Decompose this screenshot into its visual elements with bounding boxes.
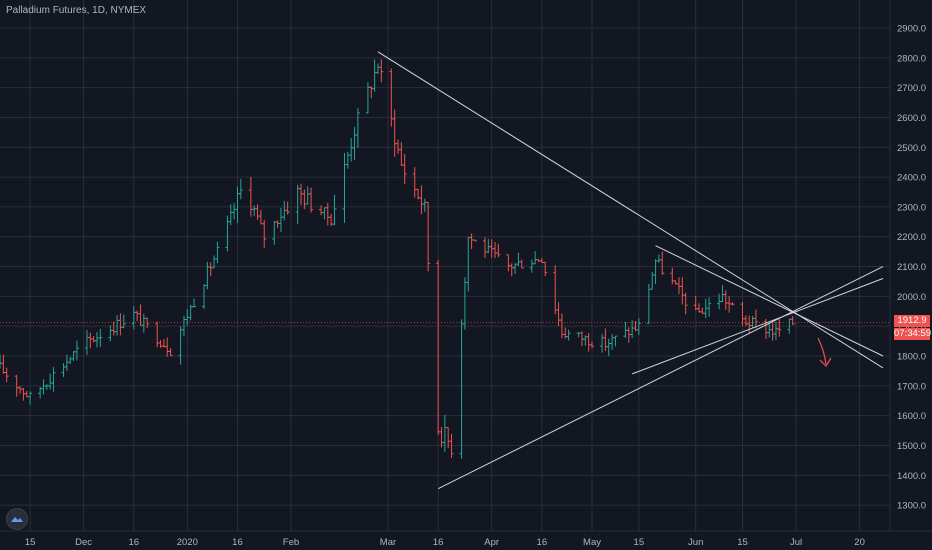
down-arrow-annotation [817, 337, 832, 367]
ohlc-bar [121, 314, 126, 329]
time-tick-label: Dec [75, 537, 92, 548]
ohlc-bar [590, 341, 595, 349]
logo-mountain-icon [11, 517, 23, 522]
price-tick-label: 1700.0 [897, 381, 926, 392]
time-tick-label: 16 [128, 537, 139, 548]
ohlc-bar [285, 201, 290, 215]
price-tick-label: 2500.0 [897, 143, 926, 154]
ohlc-bar [683, 292, 688, 315]
last-price-badge: 1912.9 [894, 315, 930, 327]
time-tick-label: 20 [854, 537, 865, 548]
time-tick-label: Jul [790, 537, 802, 548]
price-tick-label: 1500.0 [897, 441, 926, 452]
chart-title: Palladium Futures, 1D, NYMEX [6, 5, 147, 16]
price-tick-label: 1600.0 [897, 411, 926, 422]
arrow-head [819, 357, 832, 367]
ohlc-bar [238, 178, 243, 200]
time-tick-label: May [583, 537, 601, 548]
ohlc-bar [191, 298, 196, 308]
ohlc-bar [168, 348, 173, 357]
ohlc-bar [4, 367, 9, 383]
ohlc-bar [543, 261, 548, 277]
ohlc-bar [379, 59, 384, 83]
price-tick-label: 2700.0 [897, 83, 926, 94]
ohlc-bar [262, 219, 267, 248]
price-axis[interactable]: 1300.0 1400.0 1500.0 1600.0 1700.0 1800.0 1900… [897, 24, 926, 512]
price-tick-label: 1800.0 [897, 352, 926, 363]
time-tick-label: 16 [537, 537, 548, 548]
price-tick-label: 2600.0 [897, 113, 926, 124]
ohlc-bar [51, 367, 56, 392]
price-tick-label: 2100.0 [897, 262, 926, 273]
price-tick-label: 2300.0 [897, 202, 926, 213]
trendline [631, 278, 884, 375]
ohlc-bar [449, 433, 454, 458]
ohlc-bar [777, 319, 782, 337]
price-tick-label: 2200.0 [897, 232, 926, 243]
ohlc-bar [613, 335, 618, 347]
ohlc-bars [0, 59, 795, 459]
trendline [655, 245, 884, 357]
trendline [437, 266, 884, 490]
time-tick-label: 15 [737, 537, 748, 548]
time-axis[interactable]: 15 Dec 16 2020 16 Feb Mar 16 Apr 16 May 15 Jun 15 Jul 2… [25, 537, 865, 548]
ohlc-bar [472, 239, 477, 242]
time-tick-label: Feb [283, 537, 299, 548]
countdown-badge: 07:34:59 [894, 328, 931, 340]
ohlc-bar [566, 329, 571, 341]
time-tick-label: 2020 [177, 537, 198, 548]
price-tick-label: 2000.0 [897, 292, 926, 303]
ohlc-bar [426, 201, 431, 272]
ohlc-bar [215, 241, 220, 264]
ohlc-bar [145, 317, 150, 329]
price-tick-label: 1900.0 [897, 322, 926, 333]
ohlc-bar [730, 302, 735, 306]
ohlc-bar [74, 340, 79, 361]
ohlc-bar [28, 391, 33, 405]
time-tick-label: 16 [232, 537, 243, 548]
ohlc-bar [753, 309, 758, 329]
ohlc-bar [707, 297, 712, 317]
ohlc-bar [660, 251, 665, 276]
price-tick-label: 1300.0 [897, 501, 926, 512]
ohlc-bar [309, 187, 314, 213]
price-tick-label: 2900.0 [897, 24, 926, 35]
price-tick-label: 2800.0 [897, 53, 926, 64]
ohlc-bar [519, 259, 524, 269]
price-tick-label: 1400.0 [897, 471, 926, 482]
time-tick-label: 15 [634, 537, 645, 548]
ohlc-bar [790, 316, 795, 325]
ohlc-bar [636, 318, 641, 336]
time-tick-label: Jun [688, 537, 703, 548]
time-tick-label: 15 [25, 537, 36, 548]
ohlc-bar [98, 328, 103, 348]
ohlc-bar [496, 243, 501, 258]
trendlines[interactable] [377, 51, 884, 490]
ohlc-bar [332, 194, 337, 226]
ohlc-bar [402, 153, 407, 184]
arrow-shaft [817, 337, 827, 365]
ohlc-bar [355, 108, 360, 148]
time-tick-label: 16 [433, 537, 444, 548]
price-tick-label: 2400.0 [897, 173, 926, 184]
tradingview-logo[interactable] [6, 508, 28, 530]
time-tick-label: Apr [484, 537, 499, 548]
time-tick-label: Mar [380, 537, 396, 548]
